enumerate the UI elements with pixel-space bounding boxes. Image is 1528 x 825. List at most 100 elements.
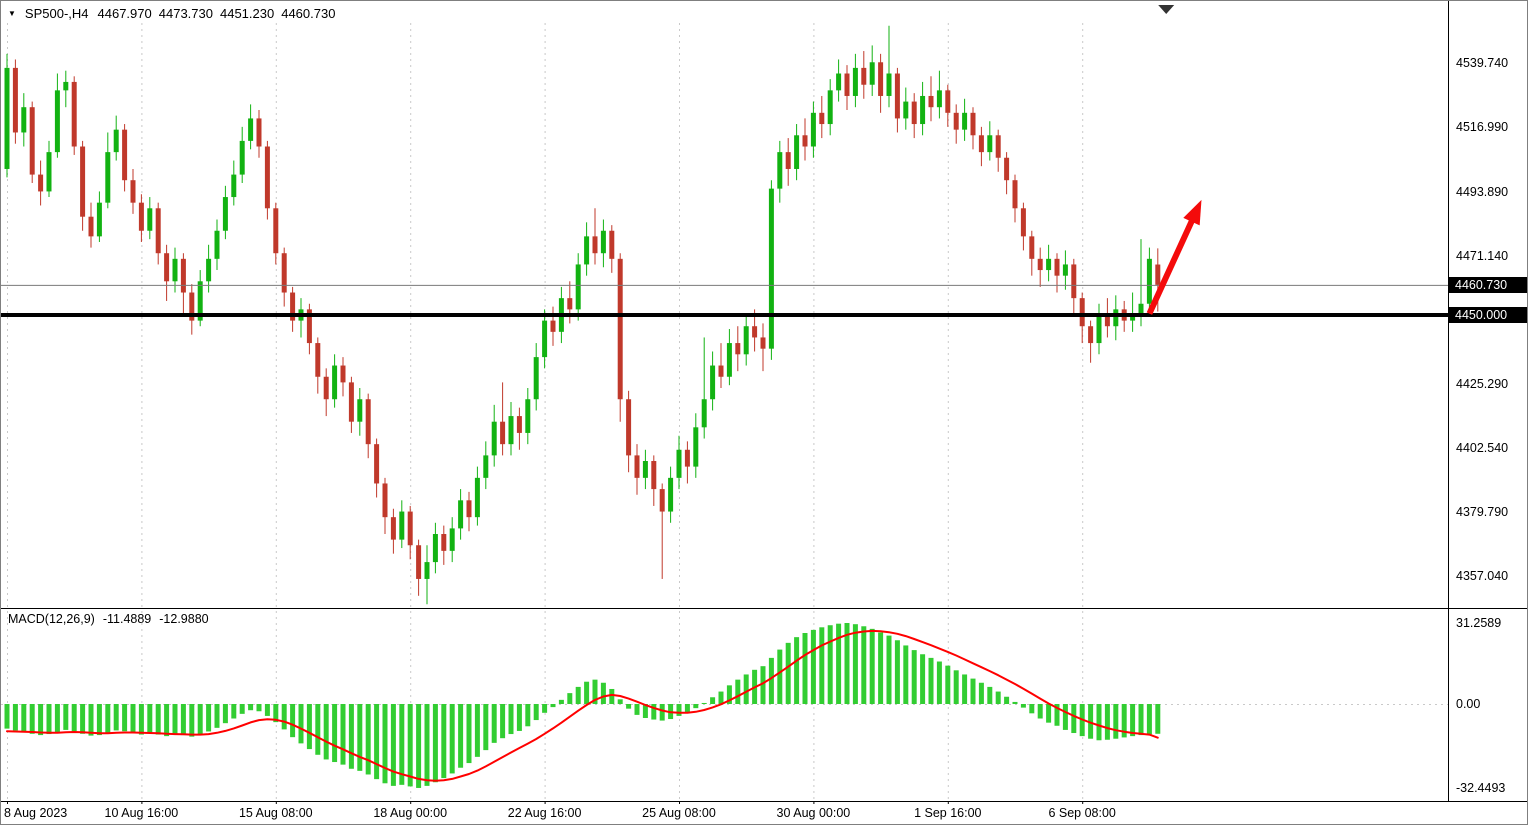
macd-bar (584, 681, 590, 704)
candle-body (315, 343, 321, 377)
price-tick-label: 4379.790 (1456, 505, 1509, 520)
candle-body (416, 545, 422, 579)
candle-body (189, 292, 195, 321)
macd-bar (1130, 704, 1136, 737)
trend-arrow-line[interactable] (1146, 209, 1200, 315)
macd-bar (1096, 704, 1102, 741)
time-axis-label: 25 Aug 08:00 (642, 806, 716, 820)
candle-body (323, 376, 329, 400)
candle-body (231, 174, 237, 198)
candle-body (945, 90, 951, 113)
candle-body (147, 208, 153, 231)
macd-bar (936, 661, 942, 704)
time-axis-label: 18 Aug 00:00 (373, 806, 448, 820)
candle-body (1071, 264, 1077, 299)
candle-body (810, 112, 816, 147)
candle-body (491, 421, 497, 456)
time-axis[interactable]: 8 Aug 2023 10 Aug 16:00 15 Aug 08:00 18 Aug… (1, 802, 1449, 824)
candle-body (659, 489, 665, 512)
candle-body (122, 129, 128, 181)
macd-bar (1088, 704, 1094, 739)
macd-bar (483, 704, 489, 751)
candle-body (735, 343, 741, 355)
candle-body (869, 62, 875, 85)
candle-body (970, 112, 976, 136)
macd-bar (978, 682, 984, 704)
candle-body (584, 236, 590, 265)
macd-bar (693, 704, 699, 709)
candle-body (1113, 309, 1119, 327)
candle-body (180, 258, 186, 293)
candle-body (1138, 303, 1144, 315)
time-axis-label: 6 Sep 08:00 (1048, 806, 1116, 820)
macd-bar (542, 704, 548, 713)
macd-bar (525, 704, 531, 727)
candle-body (382, 483, 388, 518)
macd-bar (970, 678, 976, 704)
candle-body (155, 208, 161, 254)
time-axis-label: 8 Aug 2023 (4, 806, 68, 820)
candle-body (600, 230, 606, 254)
candle-body (441, 534, 447, 551)
one-click-trading-arrow-icon[interactable]: ▼ (8, 9, 16, 18)
candlesticks[interactable] (4, 25, 1161, 605)
candle-body (306, 309, 312, 344)
macd-bar (323, 704, 329, 760)
macd-bar (1004, 696, 1010, 704)
macd-bar (332, 704, 338, 763)
macd-bar (500, 704, 506, 739)
candle-body (743, 326, 749, 355)
candle-body (1004, 157, 1010, 181)
macd-bar (374, 704, 380, 780)
candle-body (46, 152, 52, 192)
chart-shift-marker[interactable] (1158, 5, 1175, 14)
macd-bar (1155, 704, 1161, 734)
macd-signal-value: -12.9880 (159, 612, 209, 626)
macd-bar (1146, 704, 1152, 735)
candle-body (609, 230, 615, 259)
price-axis[interactable]: 4539.740 4516.990 4493.890 4471.140 4425.290… (1449, 1, 1527, 801)
macd-bar (231, 704, 237, 719)
trend-arrow-head[interactable] (1183, 199, 1202, 226)
macd-bar (54, 704, 60, 732)
candle-body (760, 337, 766, 349)
macd-bar (122, 704, 128, 732)
macd-indicator-header: MACD(12,26,9) -11.4889 -12.9880 (8, 612, 209, 626)
candle-body (206, 258, 212, 282)
macd-bar (634, 704, 640, 715)
candle-body (1029, 236, 1035, 259)
candle-body (777, 152, 783, 189)
candle-body (852, 67, 858, 96)
macd-bar (164, 704, 170, 737)
price-tick-label: 4402.540 (1456, 441, 1509, 456)
macd-bar (113, 704, 119, 731)
candle-body (172, 258, 178, 282)
candle-body (29, 107, 35, 175)
bar-close-value: 4460.730 (281, 6, 336, 21)
macd-bar (760, 666, 766, 704)
macd-bar (1037, 704, 1043, 719)
macd-bar (1054, 704, 1060, 726)
bar-open-value: 4467.970 (97, 6, 152, 21)
candle-body (222, 197, 228, 231)
current-price-badge: 4460.730 (1449, 276, 1527, 293)
price-tick-label: 4539.740 (1456, 56, 1509, 70)
macd-bar (449, 704, 455, 774)
macd-bar (508, 704, 514, 735)
macd-bar (46, 704, 52, 735)
macd-bar (903, 645, 909, 704)
candle-body (332, 365, 338, 400)
macd-bar (626, 704, 632, 709)
candle-body (533, 357, 539, 400)
macd-bar (458, 704, 464, 768)
price-tick-label: 4357.040 (1456, 569, 1509, 584)
macd-bar (642, 704, 648, 718)
time-axis-label: 10 Aug 16:00 (104, 806, 179, 820)
macd-bar (424, 704, 430, 786)
macd-bar (911, 650, 917, 704)
macd-bar (138, 704, 144, 735)
macd-bar (785, 642, 791, 704)
candle-body (197, 281, 203, 321)
support-line-price-badge: 4450.000 (1449, 306, 1527, 323)
